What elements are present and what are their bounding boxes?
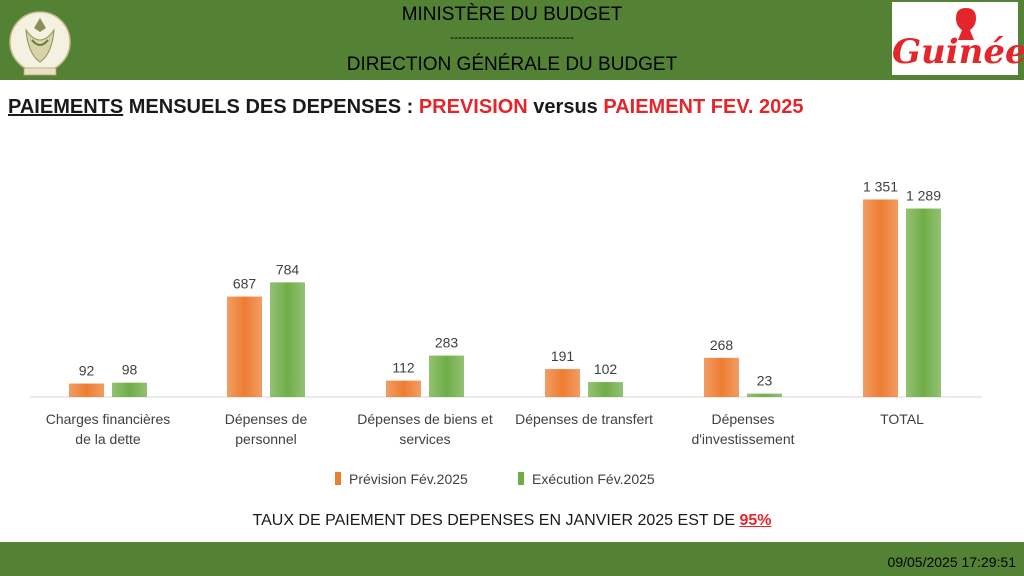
category-label-4-0: Dépenses: [711, 411, 774, 427]
title-part-prevision: PREVISION: [418, 96, 528, 118]
footer-bar: [0, 542, 1024, 576]
legend-label-0: Prévision Fév.2025: [349, 471, 468, 487]
category-label-4-1: d'investissement: [691, 431, 794, 447]
payment-rate-text: TAUX DE PAIEMENT DES DEPENSES EN JANVIER…: [252, 512, 740, 529]
woman-silhouette-icon: [956, 8, 976, 40]
data-label-execution-2: 283: [435, 335, 459, 351]
logo-text: Guinée: [892, 32, 1024, 72]
title-part-paiement: PAIEMENT FEV. 2025: [603, 96, 804, 118]
bar-prevision-2: [386, 380, 421, 397]
bar-prevision-1: [227, 296, 262, 397]
data-label-execution-0: 98: [122, 362, 138, 378]
data-label-execution-3: 102: [594, 361, 618, 377]
data-label-prevision-0: 92: [79, 363, 95, 379]
category-label-3-0: Dépenses de transfert: [515, 411, 653, 427]
category-label-2-0: Dépenses de biens et: [357, 411, 493, 427]
category-label-2-1: services: [399, 431, 450, 447]
bar-execution-4: [747, 393, 782, 397]
data-label-prevision-5: 1 351: [863, 178, 898, 194]
page-title: PAIEMENTS MENSUELS DES DEPENSES : PREVIS…: [8, 96, 803, 119]
bar-execution-2: [429, 355, 464, 397]
legend-label-1: Exécution Fév.2025: [532, 471, 655, 487]
title-part-paiements: PAIEMENTS: [8, 96, 124, 118]
bar-execution-5: [906, 208, 941, 397]
ministry-name: MINISTÈRE DU BUDGET: [401, 4, 623, 25]
data-label-execution-5: 1 289: [906, 188, 941, 204]
category-label-0-1: de la dette: [75, 431, 141, 447]
data-label-prevision-4: 268: [710, 337, 734, 353]
bar-execution-1: [270, 282, 305, 397]
data-label-prevision-1: 687: [233, 276, 257, 292]
timestamp: 09/05/2025 17:29:51: [887, 554, 1016, 570]
bar-prevision-5: [863, 199, 898, 397]
guinee-logo: Guinée: [892, 2, 1024, 75]
title-part-versus: versus: [527, 96, 604, 118]
data-label-execution-1: 784: [276, 261, 300, 277]
category-label-1-0: Dépenses de: [225, 411, 308, 427]
header-bar: MINISTÈRE DU BUDGET --------------------…: [0, 0, 1024, 80]
payment-rate-value: 95%: [739, 512, 772, 529]
bar-prevision-0: [69, 383, 104, 397]
title-part-mensuels: MENSUELS DES DEPENSES :: [123, 96, 419, 118]
category-label-5-0: TOTAL: [880, 411, 924, 427]
bar-execution-0: [112, 382, 147, 397]
data-label-execution-4: 23: [757, 373, 773, 389]
legend-swatch-1: [518, 472, 524, 485]
legend-swatch-0: [335, 472, 341, 485]
bar-prevision-4: [704, 357, 739, 397]
bar-execution-3: [588, 382, 623, 397]
category-label-0-0: Charges financières: [46, 411, 171, 427]
data-label-prevision-3: 191: [551, 348, 575, 364]
data-label-prevision-2: 112: [392, 360, 415, 376]
category-label-1-1: personnel: [235, 431, 297, 447]
header-separator: -------------------------------: [450, 30, 574, 44]
bar-chart: 92 98 Charges financières de la dette 687 784…: [30, 178, 982, 487]
direction-name: DIRECTION GÉNÉRALE DU BUDGET: [346, 54, 678, 75]
payment-rate-note: TAUX DE PAIEMENT DES DEPENSES EN JANVIER…: [0, 512, 1024, 530]
bar-prevision-3: [545, 369, 580, 397]
coat-of-arms-icon: [9, 11, 71, 76]
